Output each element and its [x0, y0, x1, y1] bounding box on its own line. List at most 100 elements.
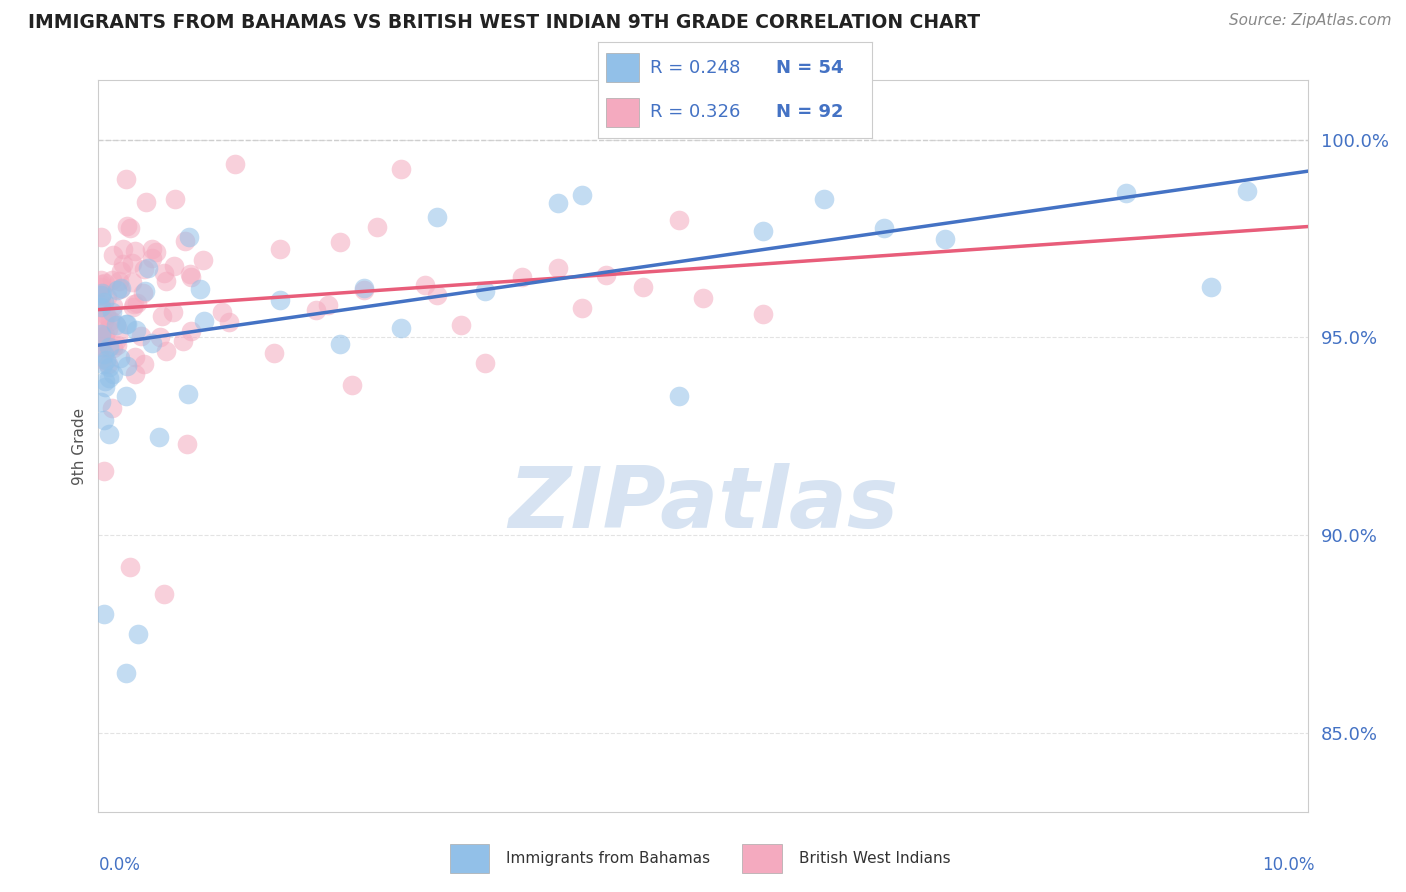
Point	[188, 282, 211, 296]
Text: Source: ZipAtlas.com: Source: ZipAtlas.com	[1229, 13, 1392, 29]
Point	[150, 309, 173, 323]
Point	[571, 301, 593, 316]
Point	[122, 297, 145, 311]
Point	[93, 607, 115, 621]
Text: N = 54: N = 54	[776, 59, 844, 77]
Point	[413, 278, 436, 293]
Point	[389, 321, 412, 335]
Point	[547, 196, 569, 211]
Point	[668, 389, 690, 403]
Point	[1236, 184, 1258, 198]
Y-axis label: 9th Grade: 9th Grade	[72, 408, 87, 484]
Point	[93, 347, 115, 361]
Point	[93, 413, 115, 427]
Point	[93, 332, 115, 346]
Point	[108, 283, 131, 297]
Point	[124, 351, 146, 365]
Point	[269, 293, 291, 308]
Point	[218, 315, 240, 329]
Point	[121, 276, 143, 290]
Point	[366, 219, 388, 234]
Point	[112, 243, 135, 257]
Point	[510, 269, 533, 284]
Point	[94, 327, 117, 342]
Point	[110, 351, 132, 365]
Point	[329, 235, 352, 249]
Point	[94, 308, 117, 322]
Point	[474, 356, 496, 370]
Point	[93, 374, 115, 388]
Point	[94, 352, 117, 367]
Point	[153, 266, 176, 280]
Point	[108, 274, 131, 288]
Point	[155, 274, 177, 288]
Point	[97, 357, 120, 371]
Point	[98, 314, 121, 328]
Point	[110, 280, 132, 294]
Point	[115, 666, 138, 681]
Bar	[606, 54, 638, 82]
Point	[97, 427, 120, 442]
Point	[353, 281, 375, 295]
Text: 10.0%: 10.0%	[1263, 855, 1315, 873]
Point	[163, 259, 186, 273]
Point	[342, 378, 364, 392]
Point	[547, 260, 569, 275]
Point	[91, 351, 114, 366]
Point	[179, 268, 201, 282]
Point	[131, 328, 153, 343]
Point	[172, 334, 194, 349]
Text: British West Indians: British West Indians	[799, 851, 950, 866]
Point	[90, 296, 112, 310]
Point	[97, 322, 120, 336]
Point	[91, 332, 114, 346]
Point	[211, 305, 233, 319]
Point	[90, 287, 112, 301]
Point	[132, 261, 155, 276]
Point	[90, 277, 112, 291]
Text: 0.0%: 0.0%	[98, 855, 141, 873]
Point	[90, 273, 112, 287]
Point	[174, 235, 197, 249]
Point	[149, 330, 172, 344]
Point	[94, 276, 117, 290]
Point	[474, 285, 496, 299]
Point	[138, 261, 160, 276]
Point	[98, 340, 121, 354]
Point	[101, 367, 124, 381]
Point	[90, 336, 112, 351]
Point	[90, 289, 112, 303]
Point	[426, 211, 449, 225]
Point	[668, 212, 690, 227]
Point	[93, 326, 115, 341]
Point	[124, 323, 146, 337]
Point	[752, 307, 775, 321]
Point	[93, 464, 115, 478]
Point	[155, 344, 177, 359]
Point	[104, 318, 127, 332]
Point	[101, 272, 124, 286]
Point	[193, 252, 215, 267]
Point	[124, 367, 146, 381]
Point	[132, 357, 155, 371]
Point	[179, 230, 201, 244]
Point	[177, 386, 200, 401]
Point	[127, 627, 149, 641]
Point	[101, 299, 124, 313]
Point	[114, 318, 136, 332]
Point	[1115, 186, 1137, 200]
Text: R = 0.326: R = 0.326	[650, 103, 740, 121]
Point	[353, 283, 375, 297]
Point	[115, 318, 138, 332]
Point	[934, 232, 956, 246]
Point	[165, 192, 187, 206]
Point	[97, 371, 120, 385]
Point	[110, 264, 132, 278]
Point	[118, 221, 141, 235]
Point	[124, 244, 146, 258]
Point	[595, 268, 617, 282]
Point	[91, 357, 114, 371]
Point	[1199, 280, 1222, 294]
Bar	[742, 844, 782, 873]
Point	[115, 388, 138, 402]
